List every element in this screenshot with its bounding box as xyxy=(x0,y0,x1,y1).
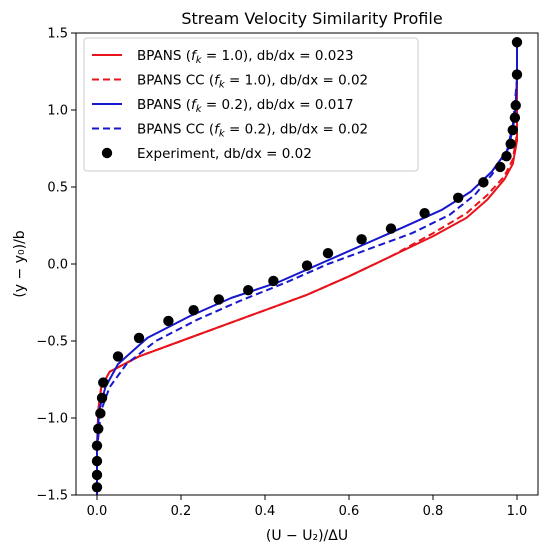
legend-subscript: k xyxy=(219,80,226,91)
y-tick-label: −0.5 xyxy=(36,335,68,350)
y-tick-label: −1.5 xyxy=(36,489,68,504)
experiment-point-18 xyxy=(385,223,397,234)
experiment-point-14 xyxy=(268,275,279,287)
experiment-point-27 xyxy=(510,100,521,111)
legend-box xyxy=(83,37,419,172)
legend-text-part: BPANS ( xyxy=(137,97,191,113)
experiment-point-7 xyxy=(98,377,109,388)
x-tick-label: 0.8 xyxy=(423,504,444,519)
legend-label-3: BPANS CC (fk = 0.2), db/dx = 0.02 xyxy=(137,122,368,140)
experiment-point-6 xyxy=(96,392,108,404)
legend-text-part: = 1.0), db/dx = 0.023 xyxy=(202,48,354,64)
experiment-point-0 xyxy=(91,482,103,493)
legend-text-part: BPANS CC ( xyxy=(137,73,214,89)
legend-text-part: = 1.0), db/dx = 0.02 xyxy=(225,73,368,89)
y-tick-label: −1.0 xyxy=(36,412,68,427)
experiment-point-10 xyxy=(163,315,174,327)
x-tick-label: 0.4 xyxy=(255,504,276,519)
legend-text-part: = 0.2), db/dx = 0.017 xyxy=(202,97,354,113)
experiment-point-13 xyxy=(243,284,254,296)
experiment-point-1 xyxy=(91,469,103,481)
x-tick-label: 0.2 xyxy=(171,504,192,519)
experiment-point-28 xyxy=(511,69,523,80)
experiment-point-20 xyxy=(453,192,464,203)
experiment-point-17 xyxy=(356,234,367,245)
x-axis-ticks: 0.0 0.2 0.4 0.6 0.8 1.0 xyxy=(87,495,528,519)
markers-layer xyxy=(91,37,523,493)
experiment-point-9 xyxy=(133,332,145,344)
experiment-point-11 xyxy=(188,305,199,316)
legend-var: f xyxy=(191,48,198,64)
experiment-point-12 xyxy=(213,294,224,305)
experiment-point-29 xyxy=(511,37,523,48)
experiment-point-16 xyxy=(322,248,334,259)
legend-label-4: Experiment, db/dx = 0.02 xyxy=(137,146,312,162)
y-axis-ticks: −1.5 −1.0 −0.5 0.0 0.5 1.0 1.5 xyxy=(36,27,76,504)
experiment-point-15 xyxy=(301,260,313,271)
experiment-point-19 xyxy=(419,207,430,219)
y-tick-label: 0.0 xyxy=(47,258,68,273)
legend-var: f xyxy=(214,122,221,138)
legend-marker-4 xyxy=(101,147,113,159)
legend-var: f xyxy=(214,73,221,89)
experiment-point-25 xyxy=(507,124,518,136)
experiment-point-4 xyxy=(93,423,104,434)
y-axis-label: (y − y₀)/b xyxy=(12,230,28,297)
legend-text-part: BPANS CC ( xyxy=(137,122,214,138)
series-line-3 xyxy=(96,40,518,495)
experiment-point-22 xyxy=(495,161,506,173)
experiment-point-3 xyxy=(91,440,103,451)
y-tick-label: 0.5 xyxy=(47,181,68,196)
legend-subscript: k xyxy=(196,55,203,66)
experiment-point-5 xyxy=(95,408,106,419)
legend-text-part: = 0.2), db/dx = 0.02 xyxy=(225,122,368,138)
legend-var: f xyxy=(191,97,198,113)
y-tick-label: 1.5 xyxy=(47,27,68,42)
experiment-point-23 xyxy=(501,151,512,162)
experiment-point-24 xyxy=(505,138,516,150)
experiment-point-8 xyxy=(112,351,124,362)
y-tick-label: 1.0 xyxy=(47,104,68,119)
experiment-point-26 xyxy=(509,112,521,123)
legend-label-1: BPANS CC (fk = 1.0), db/dx = 0.02 xyxy=(137,73,368,91)
experiment-point-2 xyxy=(91,455,103,467)
legend-label-0: BPANS (fk = 1.0), db/dx = 0.023 xyxy=(137,48,354,66)
experiment-point-21 xyxy=(478,177,489,188)
chart-title: Stream Velocity Similarity Profile xyxy=(181,9,442,28)
legend-text-part: Experiment, db/dx = 0.02 xyxy=(137,146,312,162)
x-tick-label: 0.6 xyxy=(339,504,360,519)
legend-text-part: BPANS ( xyxy=(137,48,191,64)
x-tick-label: 1.0 xyxy=(507,504,528,519)
x-axis-label: (U − U₂)/ΔU xyxy=(266,528,348,544)
x-tick-label: 0.0 xyxy=(87,504,108,519)
legend-subscript: k xyxy=(196,104,203,115)
legend-label-2: BPANS (fk = 0.2), db/dx = 0.017 xyxy=(137,97,354,115)
legend-subscript: k xyxy=(219,129,226,140)
